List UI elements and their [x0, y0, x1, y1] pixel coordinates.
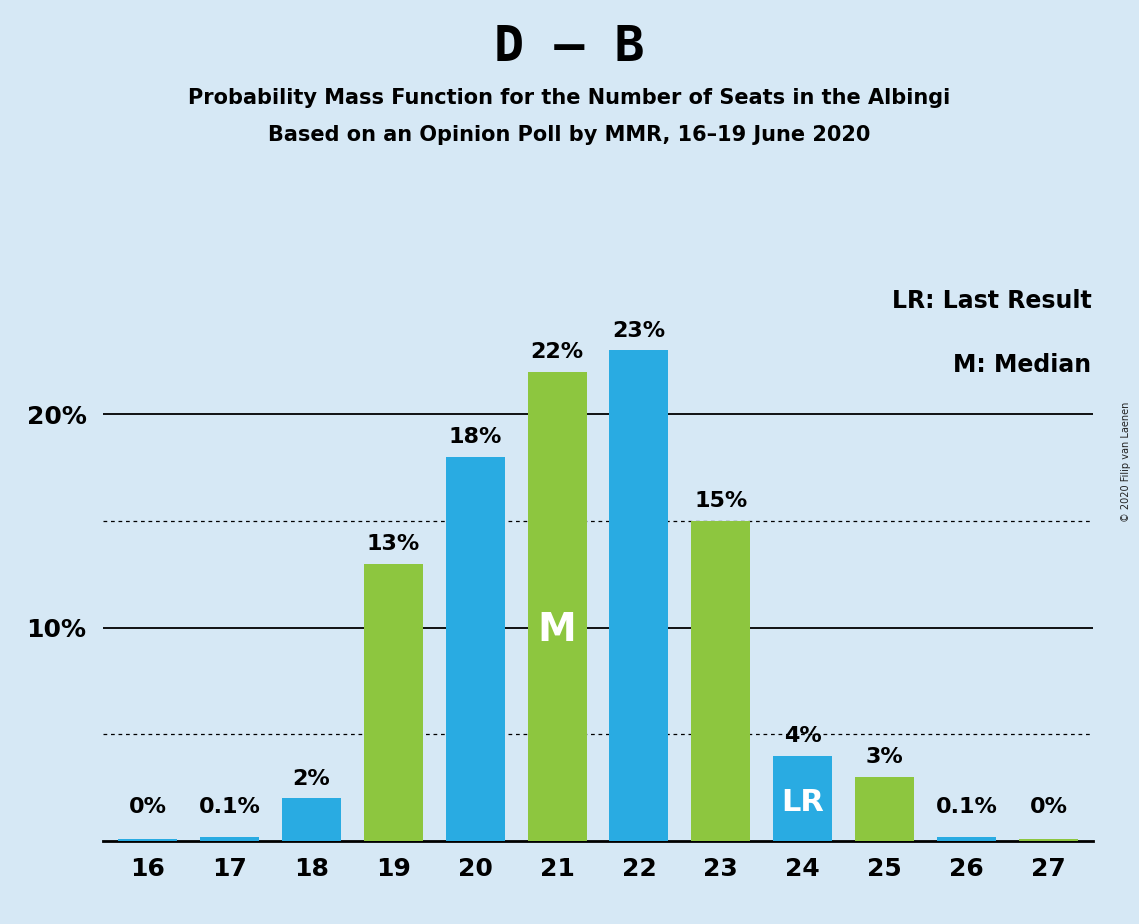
Text: LR: Last Result: LR: Last Result: [892, 289, 1091, 313]
Text: 22%: 22%: [531, 342, 583, 362]
Text: 0.1%: 0.1%: [935, 797, 998, 818]
Bar: [363, 564, 423, 841]
Text: 0%: 0%: [1030, 797, 1067, 818]
Text: 4%: 4%: [784, 726, 821, 746]
Bar: [118, 839, 177, 841]
Text: 0%: 0%: [129, 797, 166, 818]
Bar: [773, 756, 833, 841]
Bar: [200, 837, 259, 841]
Text: D – B: D – B: [494, 23, 645, 71]
Text: Probability Mass Function for the Number of Seats in the Albingi: Probability Mass Function for the Number…: [188, 88, 951, 108]
Bar: [855, 777, 915, 841]
Text: M: Median: M: Median: [953, 353, 1091, 377]
Text: 15%: 15%: [694, 492, 747, 511]
Text: M: M: [538, 611, 576, 649]
Text: 13%: 13%: [367, 534, 420, 554]
Bar: [609, 350, 669, 841]
Text: 0.1%: 0.1%: [198, 797, 261, 818]
Text: 23%: 23%: [613, 321, 665, 341]
Text: © 2020 Filip van Laenen: © 2020 Filip van Laenen: [1121, 402, 1131, 522]
Text: 3%: 3%: [866, 748, 903, 767]
Text: 2%: 2%: [293, 769, 330, 788]
Text: Based on an Opinion Poll by MMR, 16–19 June 2020: Based on an Opinion Poll by MMR, 16–19 J…: [269, 125, 870, 145]
Text: LR: LR: [781, 788, 825, 817]
Bar: [691, 521, 751, 841]
Text: 18%: 18%: [449, 428, 502, 447]
Bar: [445, 457, 505, 841]
Bar: [527, 371, 587, 841]
Bar: [281, 798, 341, 841]
Bar: [1019, 839, 1077, 841]
Bar: [937, 837, 995, 841]
